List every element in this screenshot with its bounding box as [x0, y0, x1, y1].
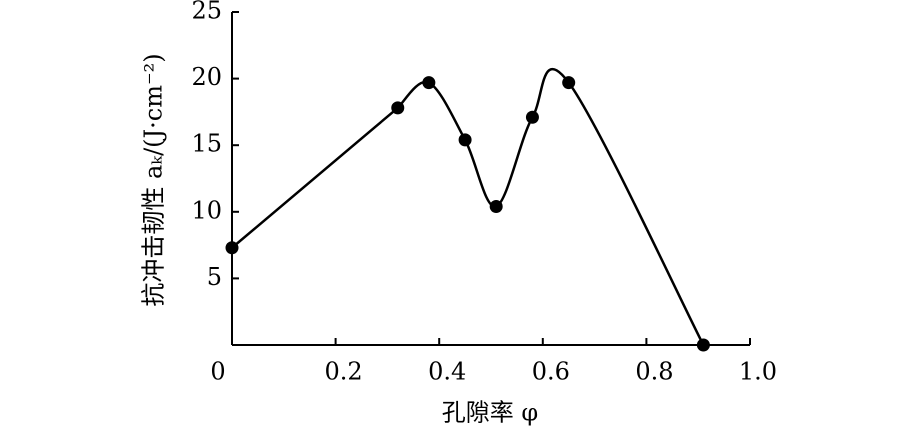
x-tick-label: 0.6	[532, 358, 570, 386]
y-tick-label: 15	[191, 130, 222, 158]
line	[231, 67, 705, 346]
x-tick-label: 0	[210, 358, 225, 386]
point	[525, 110, 539, 124]
point	[562, 76, 576, 90]
y-tick-label: 5	[207, 263, 222, 291]
x-tick-label: 0.8	[635, 358, 673, 386]
point	[696, 338, 710, 352]
y-tick-label: 20	[191, 63, 222, 91]
point	[225, 241, 239, 255]
x-tick-label: 0.2	[325, 358, 363, 386]
y-tick-label: 25	[191, 0, 222, 25]
point	[489, 199, 503, 213]
x-tick-label: 1.0	[739, 358, 777, 386]
point	[391, 101, 405, 115]
y-axis-label: 抗冲击韧性 aₖ/(J·cm⁻²)	[140, 53, 168, 306]
point	[458, 133, 472, 147]
x-axis-label: 孔隙率 φ	[442, 399, 538, 427]
x-tick-label: 0.4	[428, 358, 466, 386]
point	[422, 76, 436, 90]
y-tick-label: 10	[191, 196, 222, 224]
